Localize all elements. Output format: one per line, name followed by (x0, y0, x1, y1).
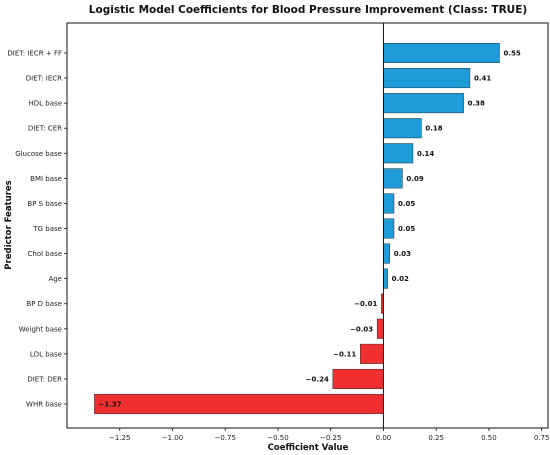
bar-5 (383, 168, 403, 189)
y-tick-label: DIET: DER (27, 375, 62, 383)
x-tick-label: −1.00 (162, 434, 183, 442)
plot-frame (66, 22, 549, 429)
y-tick-label: Weight base (19, 325, 62, 333)
y-tick-label: BP S base (27, 200, 62, 208)
bar-14 (94, 394, 384, 414)
bar-value-label: −0.11 (333, 350, 356, 358)
bar-value-label: 0.38 (468, 100, 485, 108)
bar-value-label: 0.05 (398, 225, 415, 233)
bar-value-label: 0.02 (392, 275, 409, 283)
x-tick-label: −1.25 (109, 434, 130, 442)
bar-value-label: −0.01 (354, 300, 377, 308)
x-tick-label: 0.25 (428, 434, 444, 442)
chart-title: Logistic Model Coefficients for Blood Pr… (89, 4, 527, 16)
bar-value-label: 0.09 (406, 175, 423, 183)
bar-0 (383, 43, 500, 63)
y-tick-label: DIET: IECR (26, 75, 62, 83)
bar-value-label: −0.24 (306, 375, 329, 383)
y-tick-label: Chol base (28, 250, 62, 258)
bar-12 (360, 343, 384, 364)
bar-value-label: 0.18 (425, 125, 442, 133)
bar-8 (383, 243, 390, 264)
bar-value-label: 0.03 (394, 250, 411, 258)
bar-value-label: −0.03 (350, 325, 373, 333)
bar-1 (383, 68, 471, 89)
bar-value-label: 0.41 (474, 75, 491, 83)
y-axis-label: Predictor Features (4, 180, 14, 269)
x-tick-label: −0.50 (267, 434, 288, 442)
x-tick-label: 0.00 (376, 434, 392, 442)
y-tick-label: DIET: IECR + FF (7, 50, 62, 58)
bar-11 (376, 318, 384, 339)
y-tick-label: BP D base (26, 300, 62, 308)
y-tick-label: LDL base (30, 350, 62, 358)
bars-group: 0.55 0.41 0.38 0.18 0.14 0.09 0.05 0.05 0.03 0.02… (94, 43, 521, 414)
bar-4 (383, 143, 414, 164)
bar-6 (383, 193, 395, 214)
bar-value-label: 0.14 (417, 150, 434, 158)
y-tick-label: Glucose base (15, 150, 62, 158)
bar-value-label: −1.37 (98, 401, 121, 409)
bar-7 (383, 218, 395, 239)
x-tick-label: 0.50 (481, 434, 497, 442)
y-tick-label: BMI base (30, 175, 62, 183)
y-tick-label: HDL base (29, 100, 62, 108)
bar-2 (383, 93, 464, 114)
x-tick-label: −0.25 (320, 434, 341, 442)
x-tick-label: 0.75 (534, 434, 550, 442)
y-tick-label: TG base (32, 225, 62, 233)
y-tick-label: WHR base (26, 401, 62, 409)
y-axis-ticks: DIET: IECR + FF DIET: IECR HDL base DIET: C… (7, 50, 67, 409)
y-tick-label: DIET: CER (28, 125, 62, 133)
bar-13 (332, 368, 384, 389)
bar-3 (383, 118, 422, 139)
x-axis-ticks: −1.25 −1.00 −0.75 −0.50 −0.25 0.00 0.25 0.50 0.7… (109, 428, 549, 442)
y-tick-label: Age (48, 275, 62, 283)
bar-value-label: 0.55 (503, 50, 520, 58)
x-axis-label: Coefficient Value (268, 443, 349, 453)
bar-9 (383, 268, 388, 289)
x-tick-label: −0.75 (214, 434, 235, 442)
bar-value-label: 0.05 (398, 200, 415, 208)
